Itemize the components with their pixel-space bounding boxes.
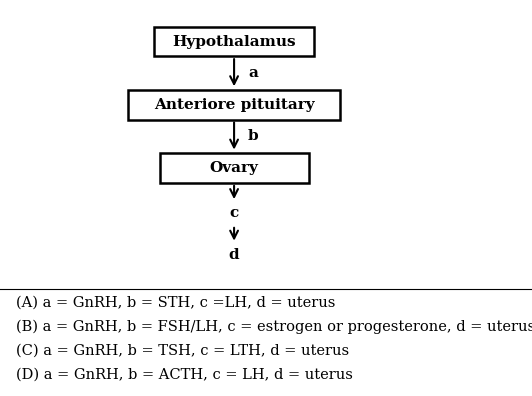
Text: c: c [229, 206, 239, 220]
Text: b: b [248, 129, 259, 143]
Text: Anteriore pituitary: Anteriore pituitary [154, 98, 314, 112]
Text: a: a [248, 66, 258, 80]
Text: d: d [229, 248, 239, 263]
Text: (A) a = GnRH, b = STH, c =LH, d = uterus: (A) a = GnRH, b = STH, c =LH, d = uterus [16, 296, 335, 310]
FancyBboxPatch shape [154, 27, 314, 56]
FancyBboxPatch shape [160, 153, 309, 183]
Text: Ovary: Ovary [210, 161, 259, 175]
FancyBboxPatch shape [128, 90, 340, 120]
Text: Hypothalamus: Hypothalamus [172, 34, 296, 49]
Text: (D) a = GnRH, b = ACTH, c = LH, d = uterus: (D) a = GnRH, b = ACTH, c = LH, d = uter… [16, 367, 353, 381]
Text: (B) a = GnRH, b = FSH/LH, c = estrogen or progesterone, d = uterus: (B) a = GnRH, b = FSH/LH, c = estrogen o… [16, 320, 532, 334]
Text: (C) a = GnRH, b = TSH, c = LTH, d = uterus: (C) a = GnRH, b = TSH, c = LTH, d = uter… [16, 343, 349, 358]
